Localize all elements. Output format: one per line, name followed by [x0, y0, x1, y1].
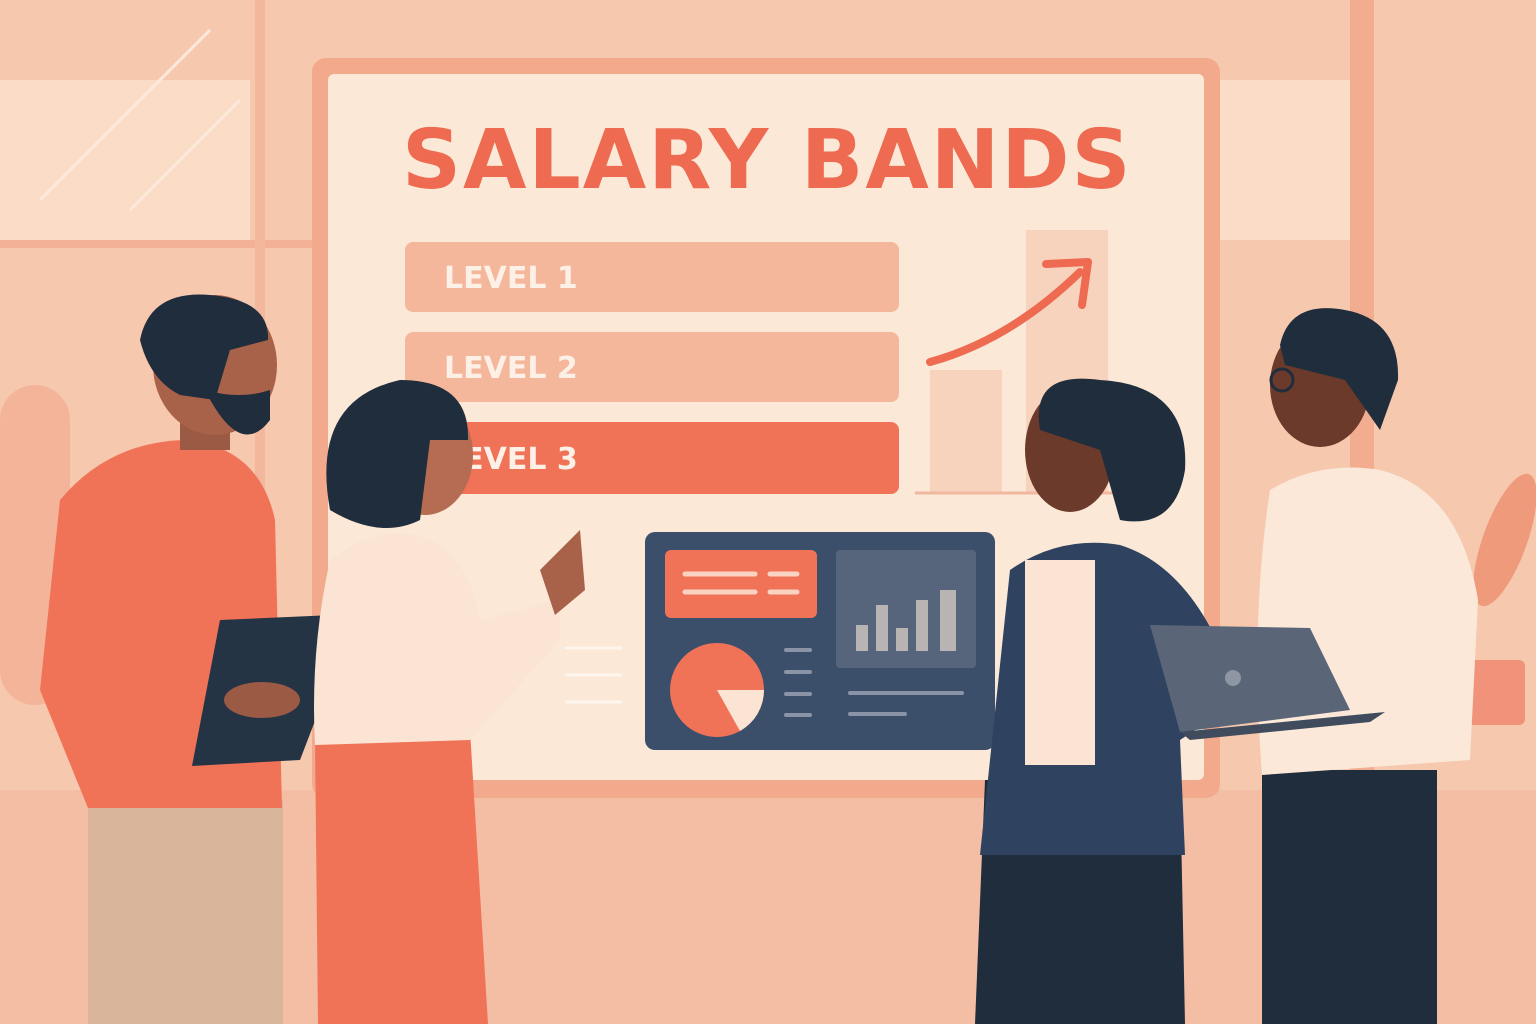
- dashboard-card: [665, 550, 817, 618]
- glasses-icon: [1269, 367, 1295, 393]
- level-2-label: LEVEL 2: [444, 351, 578, 386]
- glass-reflection: [128, 98, 242, 212]
- person-bearded-man: [40, 294, 356, 1024]
- arrow-head-icon: [1042, 258, 1092, 309]
- trend-arrow: [926, 268, 1084, 366]
- window-left: [0, 80, 250, 240]
- window-frame: [0, 240, 320, 248]
- text-lines: [565, 646, 622, 704]
- level-3-bar: [405, 422, 899, 494]
- person-man-glasses: [1150, 308, 1478, 1024]
- person-woman-blazer: [975, 378, 1240, 1024]
- window-right: [1215, 80, 1355, 240]
- laptop-icon: [1150, 625, 1350, 732]
- level-1-bar: [405, 242, 899, 312]
- person-woman-pointing: [314, 380, 585, 1024]
- level-2-bar: [405, 332, 899, 402]
- board-title: SALARY BANDS: [402, 113, 1133, 208]
- chart-bar: [930, 370, 1002, 492]
- level-1-label: LEVEL 1: [444, 261, 578, 296]
- dashboard-panel: [645, 532, 995, 750]
- plant-pot: [1465, 660, 1525, 725]
- glass-reflection: [38, 28, 212, 202]
- plant-leaf: [1473, 473, 1536, 607]
